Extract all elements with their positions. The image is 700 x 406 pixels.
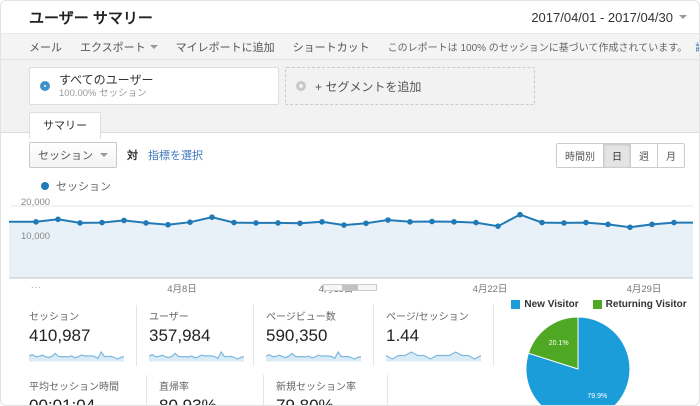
chart-controls: セッション 対 指標を選択 時間別 日 週 月 [1, 133, 699, 168]
granularity-month-button[interactable]: 月 [658, 142, 685, 168]
summary-metrics-section: セッション 410,987 ユーザー 357,984 ページビュー数 590,3… [1, 297, 699, 405]
sampling-note: このレポートは 100% のセッションに基づいて作成されています。 [387, 43, 688, 54]
sessions-line-chart [9, 205, 693, 279]
select-metric-link[interactable]: 指標を選択 [148, 150, 203, 162]
page-title: ユーザー サマリー [29, 9, 153, 27]
legend-new-visitor: New Visitor [511, 299, 579, 310]
sparkline [29, 350, 124, 362]
x-axis-tick: 4月8日 [167, 284, 197, 295]
report-toolbar: メール エクスポート マイレポートに追加 ショートカット このレポートは 100… [1, 33, 699, 60]
export-button[interactable]: エクスポート [80, 39, 158, 55]
shortcut-button[interactable]: ショートカット [292, 41, 370, 54]
metric-pageviews: ページビュー数 590,350 [266, 305, 374, 366]
svg-text:20.1%: 20.1% [549, 340, 569, 347]
tab-bar: サマリー [1, 111, 699, 139]
date-range-selector[interactable]: 2017/04/01 - 2017/04/30 [531, 10, 687, 25]
tab-summary[interactable]: サマリー [29, 112, 101, 139]
segment-ring-icon [296, 81, 306, 91]
svg-text:79.9%: 79.9% [587, 393, 607, 400]
detail-link[interactable]: 詳細 [695, 39, 699, 54]
legend-returning-visitor: Returning Visitor [592, 299, 687, 310]
metric-bounce-rate: 直帰率 80.93% [159, 375, 264, 405]
segment-all-users[interactable]: すべてのユーザー 100.00% セッション [29, 67, 279, 105]
y-axis-tick: 10,000 [21, 231, 51, 242]
granularity-hourly-button[interactable]: 時間別 [556, 142, 604, 168]
report-header: ユーザー サマリー 2017/04/01 - 2017/04/30 [1, 1, 699, 33]
add-segment-label: + セグメントを追加 [315, 79, 422, 94]
visitor-type-pie-block: New Visitor Returning Visitor 79.9% 20.1% [501, 299, 697, 405]
granularity-week-button[interactable]: 週 [631, 142, 658, 168]
visitor-type-pie-chart: 79.9% 20.1% [525, 316, 631, 405]
legend-swatch-icon [592, 300, 602, 309]
timeline-scrollbar[interactable] [323, 284, 377, 291]
sparkline [149, 350, 244, 362]
timeline-scrollbar-handle[interactable] [342, 285, 358, 290]
x-axis-tick: 4月29日 [626, 284, 662, 295]
timeline-ellipsis: ... [31, 280, 42, 290]
add-segment-button[interactable]: + セグメントを追加 [285, 67, 535, 105]
metrics-row: セッション 410,987 ユーザー 357,984 ページビュー数 590,3… [29, 305, 497, 366]
add-to-dashboard-button[interactable]: マイレポートに追加 [175, 41, 275, 54]
sparkline [266, 350, 361, 362]
sessions-chart-area: 20,000 10,000 4月8日4月15日4月22日4月29日 ... [1, 196, 699, 297]
granularity-day-button[interactable]: 日 [604, 142, 631, 168]
sparkline [386, 351, 481, 362]
chevron-down-icon [100, 153, 108, 157]
chevron-down-icon [679, 15, 687, 19]
chevron-down-icon [149, 44, 158, 49]
chart-legend: セッション [1, 168, 699, 194]
segment-title: すべてのユーザー [59, 72, 154, 87]
series-label: セッション [56, 181, 111, 193]
y-axis-tick: 20,000 [21, 197, 51, 208]
segment-ring-icon [40, 81, 50, 91]
granularity-button-group: 時間別 日 週 月 [556, 142, 685, 168]
metrics-row: 平均セッション時間 00:01:04 直帰率 80.93% 新規セッション率 7… [29, 375, 497, 405]
legend-swatch-icon [511, 300, 521, 309]
metric-users: ユーザー 357,984 [149, 305, 254, 366]
metric-sessions: セッション 410,987 [29, 305, 137, 366]
segment-subtitle: 100.00% セッション [59, 87, 147, 99]
pie-legend: New Visitor Returning Visitor [501, 299, 697, 310]
segment-bar: すべてのユーザー 100.00% セッション + セグメントを追加 [1, 60, 699, 111]
email-button[interactable]: メール [29, 41, 62, 54]
metric-new-sessions: 新規セッション率 79.80% [276, 375, 388, 405]
date-range-text: 2017/04/01 - 2017/04/30 [531, 9, 673, 25]
x-axis-tick: 4月22日 [472, 284, 508, 295]
series-dot-icon [41, 182, 49, 190]
vs-label: 対 [127, 150, 138, 162]
metric-select-dropdown[interactable]: セッション [29, 142, 117, 168]
metric-pages-per-session: ページ/セッション 1.44 [386, 305, 494, 366]
metric-avg-session-duration: 平均セッション時間 00:01:04 [29, 375, 147, 405]
